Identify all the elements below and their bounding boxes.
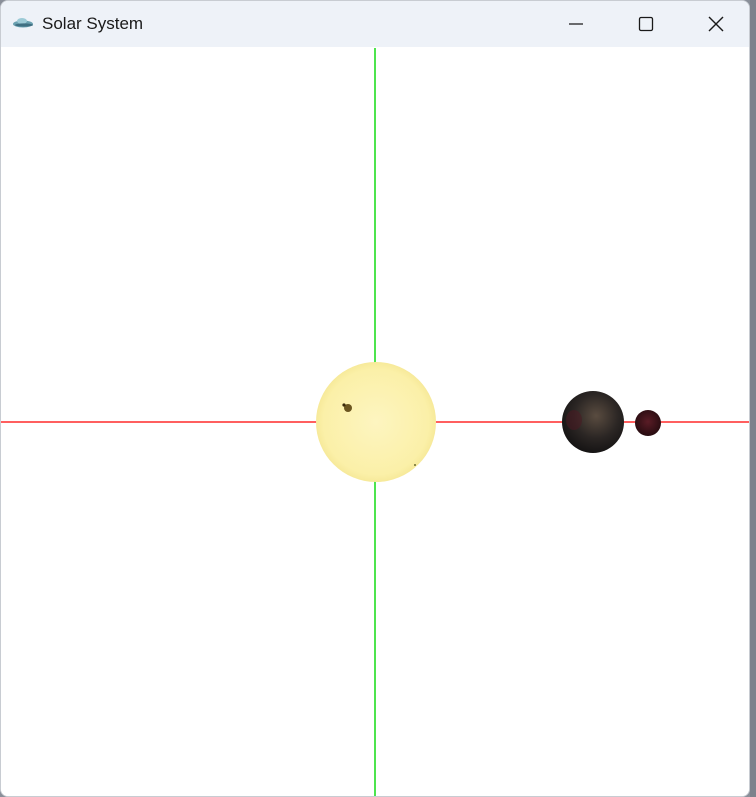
moon-body — [635, 410, 661, 436]
render-viewport[interactable] — [1, 48, 750, 797]
window-title: Solar System — [42, 14, 144, 33]
planet-body — [562, 391, 624, 453]
satellite-app-icon — [13, 18, 33, 28]
minimize-button[interactable] — [541, 1, 611, 47]
sun-body — [316, 362, 436, 482]
minimize-icon — [569, 23, 583, 25]
desktop-background-edge — [750, 0, 756, 797]
title-bar[interactable]: Solar System — [1, 1, 749, 47]
maximize-button[interactable] — [611, 1, 681, 47]
close-button[interactable] — [681, 1, 749, 47]
maximize-icon — [638, 16, 654, 32]
close-icon — [708, 16, 724, 32]
